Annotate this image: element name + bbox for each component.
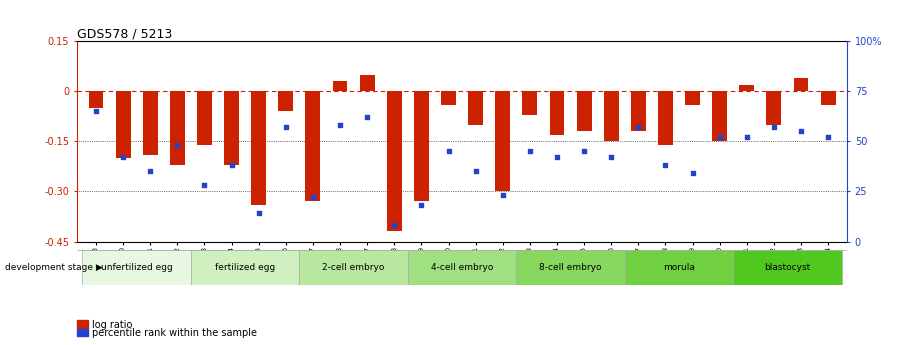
Text: blastocyst: blastocyst (765, 263, 811, 272)
Text: 4-cell embryo: 4-cell embryo (431, 263, 493, 272)
Bar (658, 91, 673, 145)
Text: 2-cell embryo: 2-cell embryo (323, 263, 385, 272)
Bar (414, 91, 429, 201)
Bar (603, 91, 619, 141)
Bar (766, 91, 781, 125)
Bar (305, 91, 321, 201)
Bar (82, 250, 191, 285)
Point (523, 149, 537, 154)
Point (198, 183, 212, 188)
Point (387, 223, 401, 228)
Point (305, 195, 320, 200)
Point (712, 135, 727, 140)
Point (278, 125, 293, 130)
Bar (496, 91, 510, 191)
Point (766, 125, 781, 130)
Text: unfertilized egg: unfertilized egg (101, 263, 172, 272)
Point (252, 211, 266, 216)
Point (577, 149, 592, 154)
Bar (251, 91, 266, 205)
Point (360, 115, 374, 120)
Point (89, 109, 103, 114)
Bar (550, 91, 564, 135)
Point (658, 163, 672, 168)
Point (739, 135, 754, 140)
Text: 8-cell embryo: 8-cell embryo (539, 263, 602, 272)
Bar (170, 91, 185, 165)
Bar (739, 85, 754, 91)
Bar (516, 250, 625, 285)
Point (170, 143, 185, 148)
Text: fertilized egg: fertilized egg (215, 263, 275, 272)
Point (225, 163, 239, 168)
Bar (89, 91, 103, 108)
Bar (191, 250, 299, 285)
Bar (631, 91, 646, 131)
Point (441, 149, 456, 154)
Bar (523, 91, 537, 115)
Bar (387, 91, 401, 231)
Bar (685, 91, 700, 105)
Bar (441, 91, 456, 105)
Bar (408, 250, 516, 285)
Bar (197, 91, 212, 145)
Bar (712, 91, 728, 141)
Bar (625, 250, 733, 285)
Point (414, 203, 429, 208)
Point (685, 171, 699, 176)
Bar (360, 75, 374, 91)
Bar (733, 250, 842, 285)
Bar (576, 91, 592, 131)
Point (550, 155, 564, 160)
Point (821, 135, 835, 140)
Bar (333, 81, 348, 91)
Point (143, 169, 158, 174)
Text: percentile rank within the sample: percentile rank within the sample (92, 328, 257, 338)
Bar (278, 91, 294, 111)
Bar (821, 91, 835, 105)
Point (333, 123, 347, 128)
Point (116, 155, 130, 160)
Text: GDS578 / 5213: GDS578 / 5213 (77, 27, 172, 40)
Point (496, 193, 510, 198)
Point (468, 169, 483, 174)
Bar (224, 91, 239, 165)
Point (794, 129, 808, 134)
Bar (299, 250, 408, 285)
Bar (468, 91, 483, 125)
Bar (794, 78, 808, 91)
Text: morula: morula (663, 263, 695, 272)
Point (604, 155, 619, 160)
Text: log ratio: log ratio (92, 320, 133, 329)
Point (631, 125, 646, 130)
Bar (116, 91, 130, 158)
Text: development stage ▶: development stage ▶ (5, 263, 102, 272)
Bar (143, 91, 158, 155)
